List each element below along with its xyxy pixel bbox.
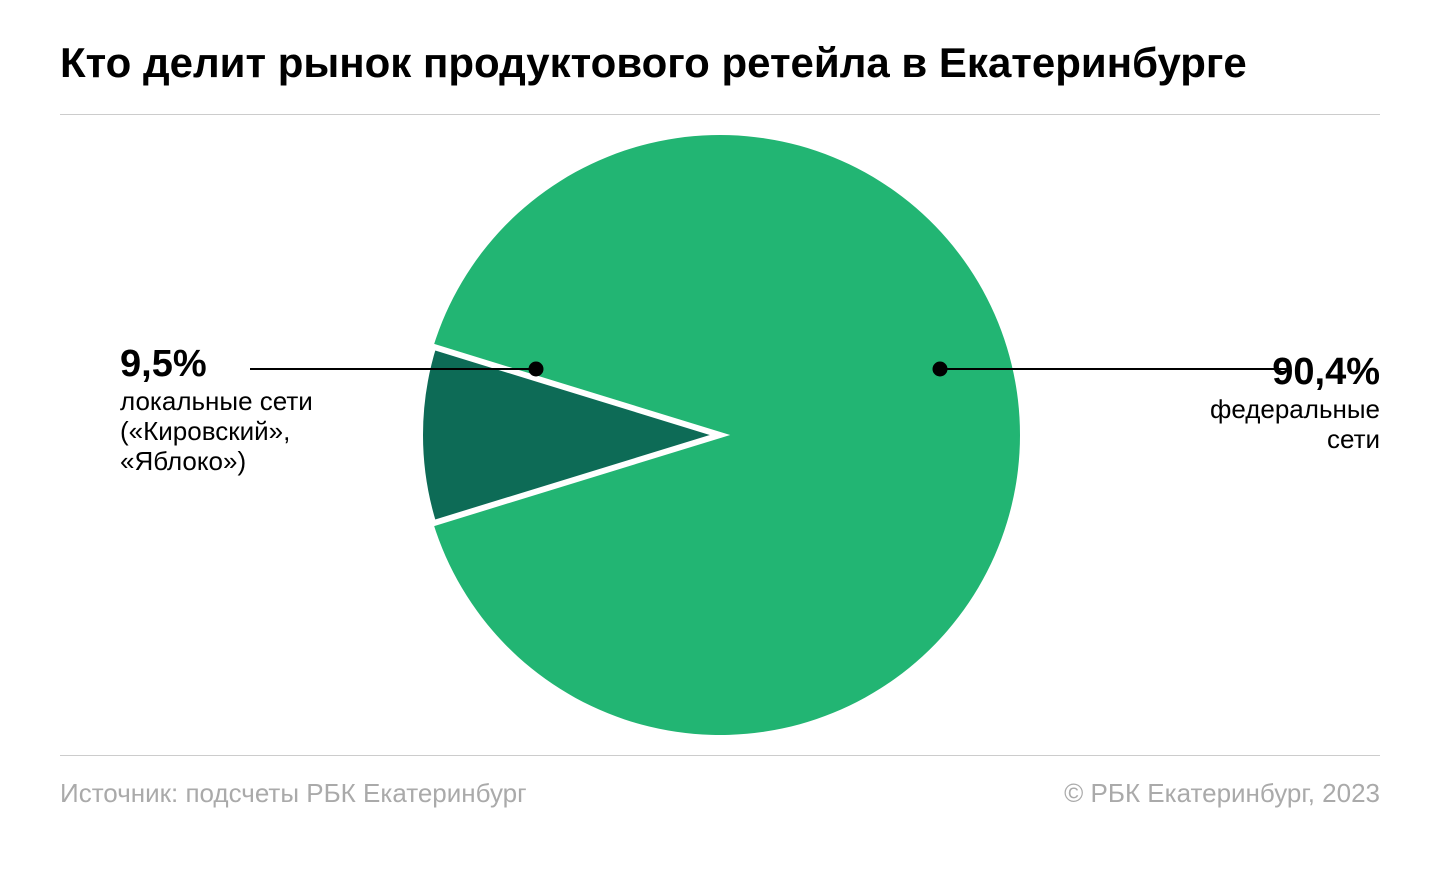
chart-title: Кто делит рынок продуктового ретейла в Е… <box>60 40 1380 86</box>
footer-copyright: © РБК Екатеринбург, 2023 <box>1064 778 1380 809</box>
label-federal-value: 90,4% <box>1210 353 1380 393</box>
label-local: 9,5% локальные сети(«Кировский»,«Яблоко»… <box>120 345 313 477</box>
bottom-rule <box>60 755 1380 756</box>
label-federal-desc: федеральныесети <box>1210 395 1380 455</box>
label-federal: 90,4% федеральныесети <box>1210 353 1380 455</box>
footer-source: Источник: подсчеты РБК Екатеринбург <box>60 778 527 809</box>
chart-area: 9,5% локальные сети(«Кировский»,«Яблоко»… <box>60 115 1380 755</box>
label-local-desc: локальные сети(«Кировский»,«Яблоко») <box>120 387 313 477</box>
label-local-value: 9,5% <box>120 345 313 385</box>
footer: Источник: подсчеты РБК Екатеринбург © РБ… <box>60 778 1380 809</box>
